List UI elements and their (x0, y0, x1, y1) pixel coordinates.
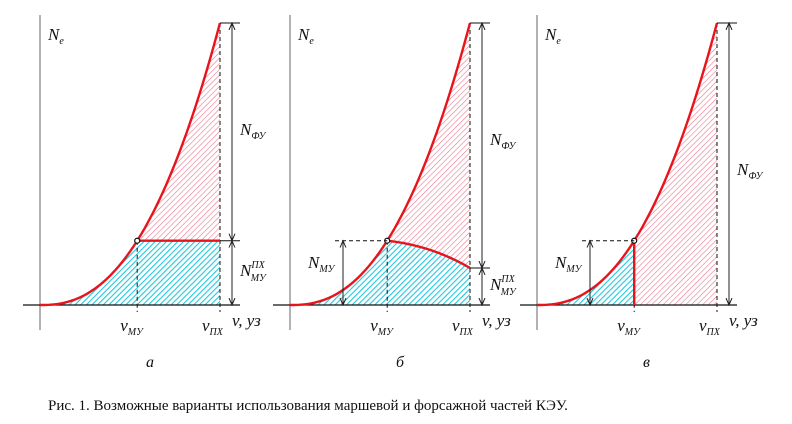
n-mu-label-sub: МУ (318, 264, 335, 275)
y-axis-label: Ne (297, 25, 314, 47)
power-curve (290, 22, 472, 307)
n-fu-label-main: N (489, 130, 503, 149)
n-mu-px-label-sub: МУ (500, 287, 517, 298)
afterburner-region (634, 23, 717, 305)
x-axis-label: v, уз (729, 311, 758, 330)
n-fu-label-sub: ФУ (501, 141, 516, 152)
v-px-label-sub: ПХ (209, 327, 224, 338)
n-mu-px-label: NПХ МУ (239, 260, 267, 284)
n-mu-px-label-main: N (239, 261, 253, 280)
x-axis-label: v, уз (482, 311, 511, 330)
v-px-label-main: v (202, 316, 210, 335)
panel-label: б (396, 354, 405, 371)
v-px-label: vПХ (452, 316, 474, 338)
v-px-label: vПХ (699, 316, 721, 338)
n-fu-label-sub: ФУ (748, 171, 763, 182)
figure-caption: Рис. 1. Возможные варианты использования… (48, 398, 568, 414)
v-mu-label-main: v (370, 316, 378, 335)
n-mu-px-label-main: N (489, 275, 503, 294)
lower-region (290, 240, 470, 305)
y-axis-label-sub: e (309, 36, 314, 47)
n-fu-label-main: N (239, 120, 253, 139)
y-axis-label-sub: e (556, 36, 561, 47)
y-axis-label-main: N (47, 25, 61, 44)
y-axis-label: Ne (47, 25, 64, 47)
y-axis-label-main: N (297, 25, 311, 44)
x-axis-label: v, уз (232, 311, 261, 330)
v-mu-label: vМУ (617, 316, 641, 338)
n-mu-px-label: NПХ МУ (489, 274, 517, 298)
v-mu-label-sub: МУ (127, 327, 144, 338)
afterburner-region (387, 23, 470, 268)
v-mu-label-main: v (617, 316, 625, 335)
n-mu-label-sub: МУ (565, 264, 582, 275)
v-mu-label-sub: МУ (624, 327, 641, 338)
n-mu-label: NМУ (307, 253, 336, 275)
v-px-label-sub: ПХ (706, 327, 721, 338)
v-mu-label: vМУ (120, 316, 144, 338)
v-mu-label-main: v (120, 316, 128, 335)
n-fu-label: NФУ (239, 120, 267, 142)
n-mu-px-label-sub: МУ (250, 273, 267, 284)
v-px-label-main: v (699, 316, 707, 335)
panel-label: в (643, 354, 650, 371)
v-mu-label-sub: МУ (377, 327, 394, 338)
v-mu-label: vМУ (370, 316, 394, 338)
v-px-label-main: v (452, 316, 460, 335)
y-axis-label-sub: e (59, 36, 64, 47)
cruise-power-curve (387, 239, 471, 270)
operating-point (134, 237, 141, 244)
v-px-label-sub: ПХ (459, 327, 474, 338)
panel-label: а (146, 354, 154, 371)
lower-region (537, 240, 635, 305)
n-mu-label: NМУ (554, 253, 583, 275)
n-fu-label-sub: ФУ (251, 131, 266, 142)
y-axis-label-main: N (544, 25, 558, 44)
n-fu-label: NФУ (489, 130, 517, 152)
power-curve (537, 22, 719, 307)
n-mu-label-main: N (307, 253, 321, 272)
n-mu-label-main: N (554, 253, 568, 272)
n-fu-label: NФУ (736, 160, 764, 182)
y-axis-label: Ne (544, 25, 561, 47)
lower-region (40, 240, 220, 305)
v-px-label: vПХ (202, 316, 224, 338)
afterburner-region (137, 23, 220, 241)
n-mu-px-label-sup: ПХ (250, 260, 265, 271)
power-curve (40, 22, 222, 307)
n-fu-label-main: N (736, 160, 750, 179)
n-mu-px-label-sup: ПХ (500, 274, 515, 285)
